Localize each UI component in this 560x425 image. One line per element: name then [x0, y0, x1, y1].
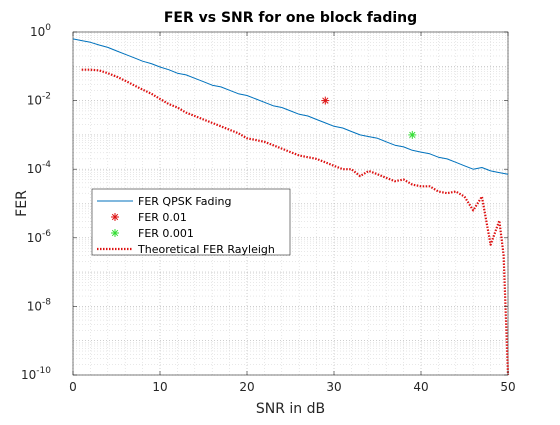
chart-title: FER vs SNR for one block fading	[164, 10, 417, 26]
legend-marker	[111, 213, 119, 221]
marker-stroke	[111, 213, 119, 221]
x-tick-label: 10	[152, 380, 167, 394]
series-layer	[72, 38, 510, 376]
y-tick-label: 10-6	[27, 229, 52, 245]
legend-entry: FER 0.001	[111, 227, 194, 240]
series-fer-0-01-marker	[321, 96, 330, 105]
legend-label: FER 0.001	[138, 227, 194, 240]
plot-frame	[72, 31, 509, 376]
x-axis-label: SNR in dB	[256, 401, 325, 417]
legend-label: FER 0.01	[138, 211, 187, 224]
legend-label: Theoretical FER Rayleigh	[137, 243, 275, 256]
series-theoretical-fer-rayleigh-line	[81, 68, 510, 376]
legend-label: FER QPSK Fading	[138, 195, 231, 208]
series-fer-qpsk-fading-line	[72, 38, 509, 175]
marker-stroke	[111, 229, 119, 237]
x-tick-label: 50	[500, 380, 515, 394]
y-axis-label: FER	[14, 190, 30, 217]
legend-entry: FER QPSK Fading	[97, 195, 231, 208]
y-tick-label: 10-4	[27, 160, 52, 176]
legend-entry: Theoretical FER Rayleigh	[97, 243, 275, 256]
y-tick-label: 100	[30, 23, 51, 39]
tick-layer: 0 10 20 30 40 50 100 10-2 10-4 10-6 10-8 10-10	[21, 23, 516, 394]
marker-stroke	[322, 97, 329, 104]
marker-stroke	[409, 131, 416, 139]
x-tick-label: 0	[69, 380, 77, 394]
x-tick-label: 30	[326, 380, 341, 394]
legend-entry: FER 0.01	[111, 211, 187, 224]
y-tick-label: 10-10	[21, 366, 51, 382]
x-tick-label: 40	[413, 380, 428, 394]
y-tick-label: 10-2	[27, 92, 51, 108]
legend-entries: FER QPSK Fading FER 0.01 FER 0.001 Theoreti…	[97, 195, 275, 256]
legend-marker	[111, 229, 119, 237]
legend: FER QPSK Fading FER 0.01 FER 0.001 Theoreti…	[91, 188, 291, 256]
legend-box	[91, 188, 291, 256]
x-tick-label: 20	[239, 380, 254, 394]
y-tick-label: 10-8	[27, 297, 52, 313]
series-fer-0-001-marker	[408, 130, 417, 139]
